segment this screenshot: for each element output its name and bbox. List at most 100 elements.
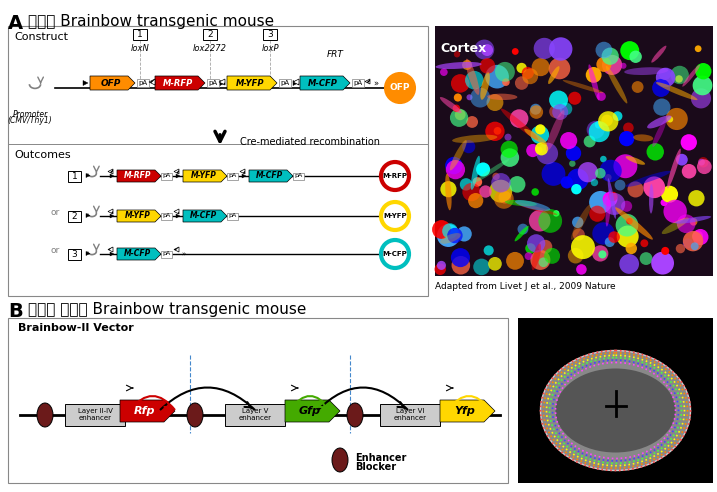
Circle shape [440, 181, 457, 197]
Polygon shape [174, 247, 179, 252]
Circle shape [614, 180, 625, 190]
Circle shape [533, 38, 555, 59]
Text: Promoter: Promoter [12, 110, 47, 119]
Circle shape [652, 79, 670, 97]
Circle shape [454, 93, 462, 101]
Text: »: » [181, 251, 185, 257]
Circle shape [619, 254, 639, 274]
Ellipse shape [625, 67, 668, 75]
Text: pA: pA [229, 174, 237, 179]
Polygon shape [242, 174, 246, 178]
Text: 1: 1 [72, 172, 77, 181]
Text: 1: 1 [137, 30, 143, 39]
Text: OFP: OFP [390, 84, 410, 92]
Circle shape [531, 58, 550, 76]
Circle shape [488, 257, 502, 271]
Circle shape [516, 63, 527, 73]
Circle shape [536, 147, 543, 154]
Circle shape [538, 257, 549, 267]
Circle shape [692, 231, 703, 242]
Polygon shape [108, 247, 113, 252]
Circle shape [450, 109, 468, 127]
Circle shape [526, 243, 536, 253]
Ellipse shape [662, 217, 689, 234]
Circle shape [515, 76, 528, 90]
Circle shape [485, 122, 505, 141]
Circle shape [525, 252, 533, 260]
Polygon shape [293, 79, 299, 85]
Circle shape [530, 104, 541, 115]
Text: M-RFP: M-RFP [382, 173, 407, 179]
Polygon shape [86, 251, 90, 255]
Circle shape [435, 264, 446, 275]
Circle shape [531, 188, 539, 196]
Ellipse shape [440, 97, 462, 113]
Circle shape [683, 238, 693, 248]
Circle shape [630, 51, 642, 63]
Circle shape [600, 156, 607, 162]
Circle shape [643, 177, 665, 198]
Text: 3: 3 [267, 30, 273, 39]
Ellipse shape [647, 116, 672, 128]
Polygon shape [249, 170, 293, 182]
FancyBboxPatch shape [263, 29, 277, 40]
Circle shape [460, 178, 473, 190]
Polygon shape [300, 76, 350, 90]
Text: (CMV/Thy1): (CMV/Thy1) [8, 116, 52, 125]
Circle shape [589, 121, 609, 142]
Ellipse shape [440, 233, 461, 244]
Text: Yfp: Yfp [455, 406, 475, 416]
Ellipse shape [474, 159, 509, 183]
Ellipse shape [556, 369, 675, 453]
Polygon shape [174, 169, 179, 174]
Text: M-YFP: M-YFP [191, 172, 217, 181]
Circle shape [656, 68, 675, 87]
Polygon shape [227, 76, 277, 90]
Circle shape [602, 55, 622, 75]
Polygon shape [86, 214, 90, 217]
FancyBboxPatch shape [68, 249, 81, 260]
Circle shape [595, 168, 606, 179]
Circle shape [591, 179, 598, 186]
Bar [207, 79, 219, 87]
Circle shape [494, 127, 501, 135]
Bar [293, 173, 304, 180]
Ellipse shape [347, 403, 363, 427]
Circle shape [602, 115, 613, 126]
Circle shape [647, 143, 664, 160]
Ellipse shape [626, 171, 671, 187]
Circle shape [432, 220, 451, 239]
Circle shape [468, 193, 483, 208]
Ellipse shape [505, 200, 537, 206]
Circle shape [522, 67, 534, 79]
Ellipse shape [615, 207, 653, 240]
Text: or: or [50, 246, 60, 255]
Polygon shape [285, 400, 340, 422]
Circle shape [552, 104, 568, 120]
Ellipse shape [487, 93, 518, 100]
Text: Layer II-IV
enhancer: Layer II-IV enhancer [77, 408, 113, 422]
Bar [161, 213, 172, 219]
FancyBboxPatch shape [68, 171, 81, 182]
Circle shape [487, 94, 503, 111]
Text: Adapted from Livet J et al., 2009 Nature: Adapted from Livet J et al., 2009 Nature [435, 282, 616, 291]
Circle shape [632, 81, 644, 93]
Circle shape [522, 68, 538, 84]
Circle shape [688, 190, 705, 207]
Polygon shape [176, 174, 180, 178]
Circle shape [566, 146, 581, 161]
Circle shape [473, 259, 490, 275]
Ellipse shape [187, 403, 203, 427]
Ellipse shape [541, 350, 690, 470]
Circle shape [620, 41, 640, 60]
Circle shape [587, 121, 604, 139]
Polygon shape [176, 214, 180, 218]
Circle shape [620, 63, 627, 69]
Circle shape [589, 191, 612, 214]
Text: pA: pA [162, 214, 171, 218]
Circle shape [623, 123, 634, 133]
Circle shape [549, 58, 570, 79]
Polygon shape [240, 169, 245, 174]
Circle shape [561, 176, 573, 188]
Text: M-CFP: M-CFP [308, 79, 338, 88]
